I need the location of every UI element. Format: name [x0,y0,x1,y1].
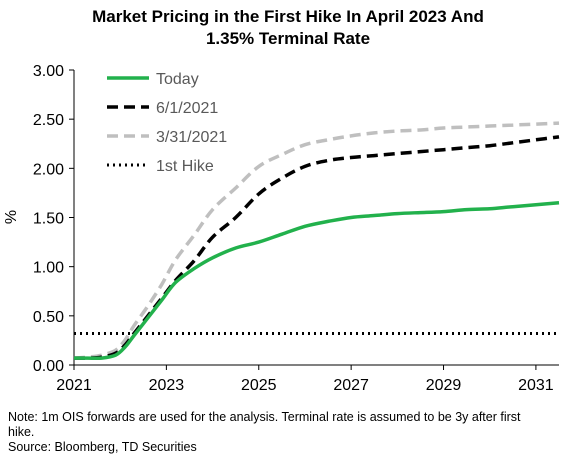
x-tick-label: 2025 [241,377,277,394]
footnote: Note: 1m OIS forwards are used for the a… [8,410,572,455]
chart-series-lines [73,121,560,361]
x-tick-label: 2027 [333,377,369,394]
y-tick-label: 1.50 [33,211,64,228]
series-line-3-31-2021 [73,121,560,360]
legend-label-3-31-2021: 3/31/2021 [156,129,227,146]
y-axis-title: % [3,210,20,224]
y-tick-label: 1.00 [33,260,64,277]
legend-label-1st-hike: 1st Hike [156,158,214,175]
chart-axes: 0.00 0.50 1.00 1.50 2.00 2.50 3.00 2021 2023 2025… [33,63,559,394]
series-line-6-1-2021 [73,135,560,360]
footnote-source: Source: Bloomberg, TD Securities [8,440,197,454]
chart-title-line-1: Market Pricing in the First Hike In Apri… [92,7,484,26]
series-line-today [73,201,560,361]
legend-label-6-1-2021: 6/1/2021 [156,100,218,117]
y-tick-label: 2.50 [33,112,64,129]
chart-title: Market Pricing in the First Hike In Apri… [0,6,576,50]
legend-label-today: Today [156,71,199,88]
chart-legend: Today 6/1/2021 3/31/2021 1st Hike [107,71,227,175]
footnote-note-line-1: Note: 1m OIS forwards are used for the a… [8,410,521,424]
y-tick-label: 2.00 [33,161,64,178]
x-tick-label: 2021 [56,377,92,394]
y-tick-label: 0.00 [33,358,64,375]
y-tick-label: 0.50 [33,309,64,326]
x-tick-label: 2023 [149,377,185,394]
y-tick-label: 3.00 [33,63,64,80]
x-tick-label: 2031 [518,377,554,394]
chart-title-line-2: 1.35% Terminal Rate [205,29,371,48]
x-tick-label: 2029 [426,377,462,394]
footnote-note-line-2: hike. [8,425,35,439]
